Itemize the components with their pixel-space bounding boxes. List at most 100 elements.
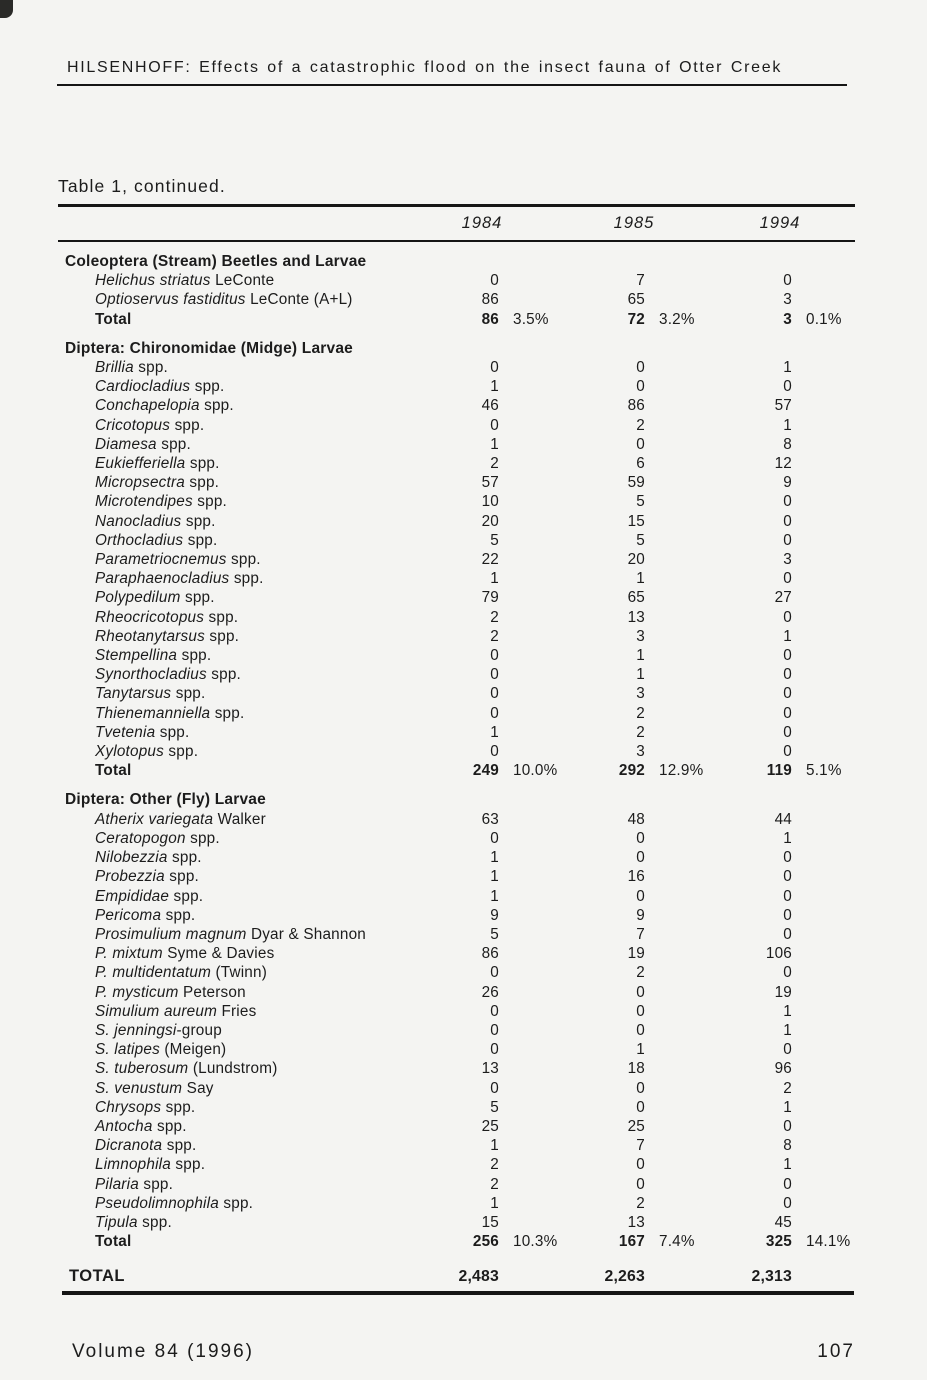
percent-cell <box>792 1002 853 1021</box>
percent-cell <box>792 588 853 607</box>
count-value: 1 <box>783 416 792 434</box>
count-value: 5 <box>490 925 499 943</box>
species-authority: spp. <box>185 455 220 473</box>
species-name-italic: Brillia <box>95 359 134 377</box>
percent-cell <box>499 1098 561 1117</box>
count-value: 3 <box>783 551 792 569</box>
species-name: Polypedilum spp. <box>58 588 403 607</box>
species-authority: spp. <box>206 666 242 684</box>
running-head: HILSENHOFF: Effects of a catastrophic fl… <box>57 59 847 86</box>
percent-cell <box>792 1040 853 1059</box>
percent-cell <box>792 925 853 944</box>
table-top-rule <box>58 204 855 207</box>
percent-cell <box>499 742 561 761</box>
percent-cell <box>792 1213 853 1232</box>
table-row: Pseudolimnophila spp. 1 2 0 <box>58 1194 855 1213</box>
year-column-header-1985: 1985 <box>613 214 655 232</box>
species-authority: -group <box>176 1021 222 1039</box>
count-value: 8 <box>783 1137 792 1155</box>
percent-cell <box>792 684 853 703</box>
count-value: 0 <box>490 359 499 377</box>
count-value: 7 <box>636 272 645 290</box>
percent-cell <box>499 723 561 742</box>
count-value: 2 <box>636 1194 645 1212</box>
table-row: Cricotopus spp. 0 2 1 <box>58 416 855 435</box>
species-authority: spp. <box>204 627 240 645</box>
species-name: Simulium aureum Fries <box>58 1002 403 1021</box>
count-value: 0 <box>490 1021 499 1039</box>
species-name-italic: Pseudolimnophila <box>95 1194 219 1212</box>
count-value: 0 <box>783 685 792 703</box>
percent-cell <box>792 1175 853 1194</box>
percent-cell <box>499 1040 561 1059</box>
species-name: Pseudolimnophila spp. <box>58 1194 403 1213</box>
species-name: Conchapelopia spp. <box>58 396 403 415</box>
species-name-italic: Atherix variegata <box>95 810 214 828</box>
species-authority: spp. <box>152 1117 187 1135</box>
percent-cell <box>792 829 853 848</box>
count-value: 0 <box>636 1175 645 1193</box>
species-name: Synorthocladius spp. <box>58 665 403 684</box>
count-value: 1 <box>636 647 645 665</box>
species-name-italic: Optioservus fastiditus <box>95 291 246 309</box>
percent-cell <box>792 512 853 531</box>
species-name: Parametriocnemus spp. <box>58 550 403 569</box>
species-name: Prosimulium magnum Dyar & Shannon <box>58 925 403 944</box>
count-value: 2 <box>636 416 645 434</box>
species-name-italic: P. multidentatum <box>95 964 212 982</box>
percent-cell <box>792 1098 853 1117</box>
species-name-italic: Rheocricotopus <box>95 608 205 626</box>
percent-cell <box>792 569 853 588</box>
total-percent: 3.2% <box>659 310 695 328</box>
percent-cell <box>645 569 707 588</box>
count-value: 27 <box>774 589 792 607</box>
species-name: Helichus striatus LeConte <box>58 271 403 290</box>
table-row: Nilobezzia spp. 1 0 0 <box>58 848 855 867</box>
percent-cell <box>645 627 707 646</box>
species-name: Nilobezzia spp. <box>58 848 403 867</box>
year-header-row: 1984 1985 1994 <box>58 207 855 242</box>
percent-cell <box>499 944 561 963</box>
count-value: 48 <box>627 810 645 828</box>
species-name: Thienemanniella spp. <box>58 704 403 723</box>
species-name-italic: Empididae <box>95 887 170 905</box>
table-row: Conchapelopia spp. 46 86 57 <box>58 396 855 415</box>
count-value: 9 <box>636 906 645 924</box>
species-name-italic: Eukiefferiella <box>95 455 186 473</box>
species-authority: spp. <box>181 512 216 530</box>
species-name: Microtendipes spp. <box>58 492 403 511</box>
species-name: Pilaria spp. <box>58 1175 403 1194</box>
percent-cell <box>645 492 707 511</box>
percent-cell <box>792 1117 853 1136</box>
species-name-italic: S. latipes <box>95 1041 160 1059</box>
percent-cell <box>645 723 707 742</box>
total-percent: 0.1% <box>806 310 842 328</box>
percent-cell <box>499 435 561 454</box>
table-row: Tanytarsus spp. 0 3 0 <box>58 684 855 703</box>
count-value: 22 <box>481 551 499 569</box>
percent-cell <box>792 1194 853 1213</box>
species-name-italic: Prosimulium magnum <box>95 925 247 943</box>
percent-cell <box>792 492 853 511</box>
section-header: Diptera: Other (Fly) Larvae <box>65 791 266 809</box>
percent-cell <box>645 1213 707 1232</box>
year-column-header-1994: 1994 <box>759 214 801 232</box>
species-name-italic: Tanytarsus <box>95 685 172 703</box>
count-value: 2 <box>636 704 645 722</box>
count-value: 86 <box>627 397 645 415</box>
count-value: 0 <box>783 704 792 722</box>
total-count: 292 <box>618 762 645 780</box>
species-name-italic: Simulium aureum <box>95 1002 218 1020</box>
grand-total-percent-cell <box>499 1264 561 1289</box>
percent-cell <box>499 906 561 925</box>
species-name-italic: Pilaria <box>95 1175 139 1193</box>
year-column-header-1984: 1984 <box>461 214 503 232</box>
count-value: 0 <box>490 1002 499 1020</box>
count-value: 13 <box>627 1213 645 1231</box>
species-authority: spp. <box>170 1156 206 1174</box>
count-value: 6 <box>636 455 645 473</box>
species-name: S. tuberosum (Lundstrom) <box>58 1059 403 1078</box>
total-count: 325 <box>765 1233 792 1251</box>
species-authority: spp. <box>229 570 264 588</box>
table-row: Nanocladius spp. 20 15 0 <box>58 512 855 531</box>
